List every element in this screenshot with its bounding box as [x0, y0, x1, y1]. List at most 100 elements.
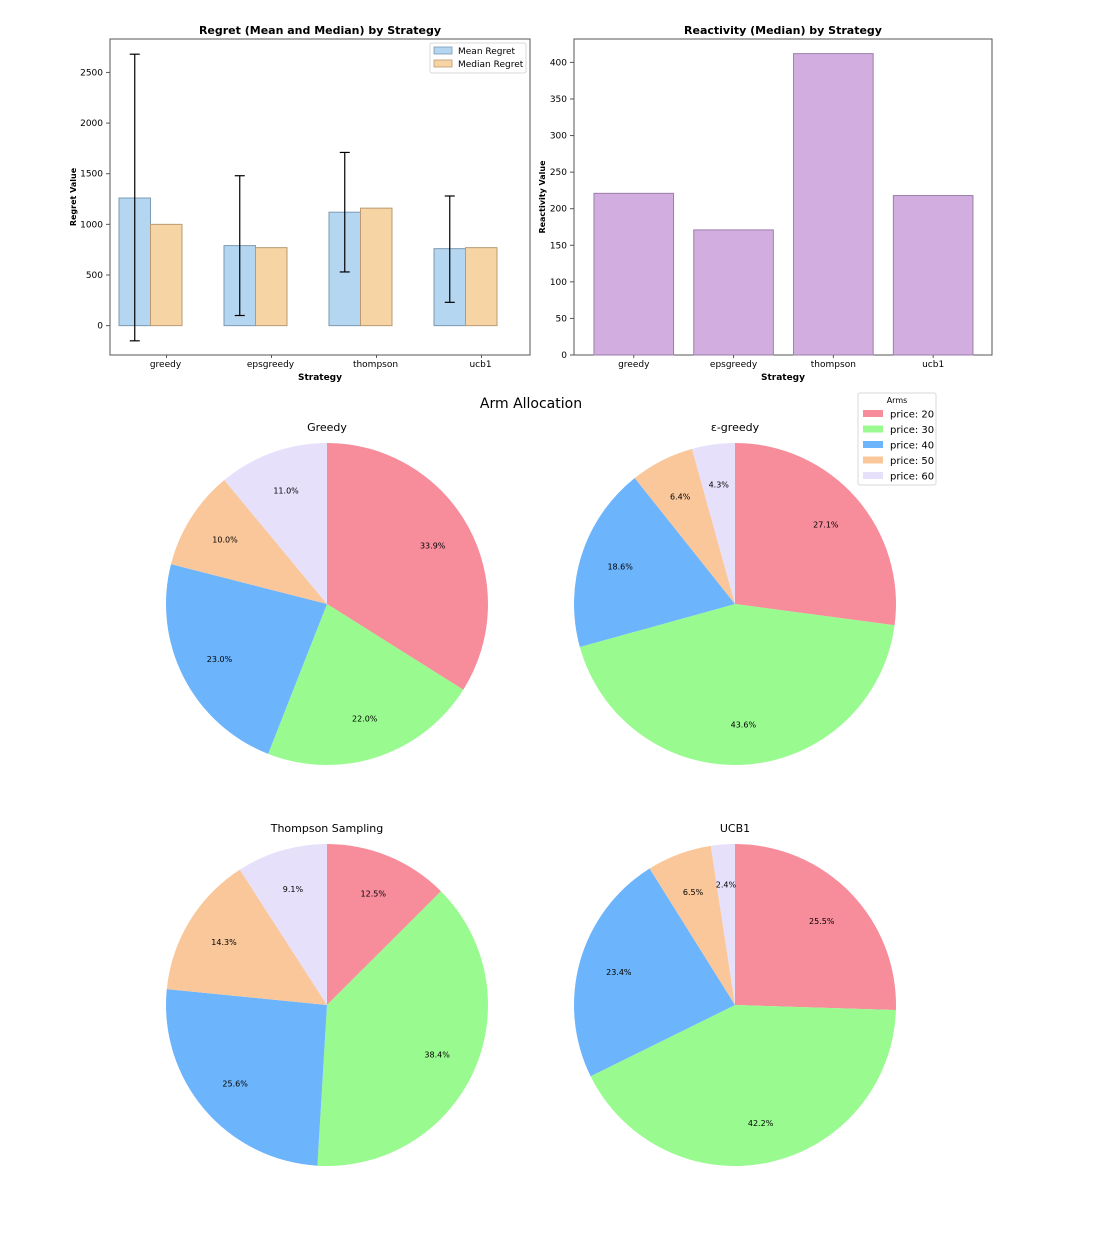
- pie-label-thompson-sampling-price-30: 38.4%: [424, 1051, 450, 1060]
- pie-greedy-title: Greedy: [307, 421, 347, 434]
- regret-chart: Regret (Mean and Median) by Strategy 0 50…: [69, 24, 531, 383]
- bar-reactivity-ucb1: [892, 195, 974, 356]
- pie-slice-thompson-sampling-price-50: [166, 869, 327, 1005]
- regret-legend-box: [429, 42, 527, 74]
- reactivity-chart: Reactivity (Median) by Strategy 0 50 100 15…: [538, 24, 993, 383]
- regret-ytick-label: 500: [86, 271, 103, 281]
- regret-x-axis-label: Strategy: [298, 373, 342, 383]
- arms-legend-label-price-30: price: 30: [890, 425, 934, 436]
- pie-slice-ucb1-price-20: [735, 844, 896, 1011]
- bar-median-regret-thompson: [360, 207, 393, 327]
- reactivity-ytick-label: 250: [550, 168, 567, 178]
- pie-label-greedy-price-40: 18.6%: [607, 563, 633, 572]
- bar-reactivity-thompson: [793, 53, 874, 356]
- reactivity-ytick-label: 300: [550, 132, 567, 142]
- arms-legend-label-price-60: price: 60: [890, 472, 934, 483]
- pie-slice-greedy-price-50: [634, 448, 735, 604]
- pie-slice-thompson-sampling-price-20: [327, 844, 441, 1005]
- reactivity-xtick-label-epsgreedy: epsgreedy: [710, 360, 758, 370]
- regret-ytick-label: 1500: [80, 170, 103, 180]
- pie-label-greedy-price-50: 10.0%: [212, 535, 238, 544]
- arms-legend-title: Arms: [887, 396, 908, 405]
- reactivity-plot-frame: [573, 38, 993, 356]
- regret-y-axis-label: Regret Value: [69, 167, 78, 226]
- reactivity-x-axis-label: Strategy: [761, 373, 805, 383]
- arms-legend-swatch-price-50: [863, 456, 883, 464]
- regret-ytick-label: 2000: [80, 119, 103, 129]
- legend-median-regret-label: Median Regret: [458, 60, 524, 70]
- pie-label-greedy-price-20: 27.1%: [813, 520, 839, 529]
- regret-ytick-label: 1000: [80, 220, 103, 230]
- pie-label-greedy-price-50: 6.4%: [670, 492, 691, 501]
- pie-slice-greedy-price-20: [735, 443, 896, 626]
- legend-mean-regret-swatch: [433, 46, 453, 55]
- regret-xtick-label-epsgreedy: epsgreedy: [247, 360, 295, 370]
- pie-label-thompson-sampling-price-60: 9.1%: [283, 885, 304, 894]
- pie-label-greedy-price-40: 23.0%: [207, 655, 233, 664]
- pie-label-thompson-sampling-price-50: 14.3%: [211, 938, 237, 947]
- arms-legend-swatch-price-60: [863, 472, 883, 479]
- pie-thompson: Thompson Sampling 12.5% 38.4% 25.6% 14.3% 9.…: [166, 822, 488, 1166]
- pie-label-ucb1-price-40: 23.4%: [606, 968, 632, 977]
- reactivity-ytick-label: 0: [561, 351, 567, 361]
- arms-legend-label-price-20: price: 20: [890, 410, 934, 421]
- pie-label-ucb1-price-50: 6.5%: [683, 888, 704, 897]
- pie-label-ucb1-price-60: 2.4%: [716, 881, 737, 890]
- arms-legend-label-price-40: price: 40: [890, 441, 934, 452]
- pie-label-thompson-sampling-price-40: 25.6%: [222, 1079, 248, 1088]
- reactivity-ytick-label: 350: [550, 95, 567, 105]
- reactivity-xtick-label-thompson: thompson: [811, 360, 856, 370]
- pie-slice-thompson-sampling-price-40: [166, 989, 327, 1166]
- pie-label-greedy-price-30: 43.6%: [731, 720, 757, 729]
- pie-slice-greedy-price-40: [574, 478, 735, 647]
- pie-ucb1-title: UCB1: [720, 822, 750, 835]
- pie-slice-greedy-price-30: [579, 604, 895, 766]
- pie-slice-ucb1-price-60: [710, 844, 735, 1005]
- regret-ytick-label: 2500: [80, 68, 103, 78]
- reactivity-ytick-label: 200: [550, 205, 567, 215]
- regret-xtick-label-greedy: greedy: [150, 360, 182, 370]
- reactivity-ytick-label: 50: [556, 314, 568, 324]
- arms-legend-swatch-price-40: [863, 441, 883, 448]
- bar-median-regret-greedy: [150, 223, 183, 327]
- figure-title: Arm Allocation: [480, 396, 582, 412]
- regret-xtick-label-thompson: thompson: [353, 360, 398, 370]
- regret-xtick-label-ucb1: ucb1: [469, 360, 491, 370]
- pie-label-ucb1-price-30: 42.2%: [748, 1119, 774, 1128]
- pie-slice-greedy-price-30: [268, 604, 464, 765]
- bar-median-regret-ucb1: [465, 247, 498, 327]
- pie-label-greedy-price-20: 33.9%: [420, 542, 446, 551]
- pie-slice-thompson-sampling-price-30: [317, 891, 488, 1166]
- pie-label-greedy-price-60: 11.0%: [273, 486, 299, 495]
- pie-slice-ucb1-price-30: [590, 1005, 896, 1166]
- pie-slice-thompson-sampling-price-60: [239, 844, 327, 1005]
- pie-slice-ucb1-price-40: [574, 868, 735, 1077]
- regret-plot-frame: [109, 38, 531, 356]
- pie-slice-greedy-price-40: [166, 564, 327, 754]
- pie-greedy: Greedy 33.9% 22.0% 23.0% 10.0% 11.0%: [166, 421, 489, 765]
- regret-chart-title: Regret (Mean and Median) by Strategy: [199, 24, 441, 37]
- pie-label-greedy-price-30: 22.0%: [352, 715, 378, 724]
- pie-label-greedy-price-60: 4.3%: [709, 480, 730, 489]
- reactivity-xtick-label-greedy: greedy: [618, 360, 650, 370]
- arms-legend-label-price-50: price: 50: [890, 456, 934, 467]
- reactivity-xtick-label-ucb1: ucb1: [922, 360, 944, 370]
- pie-thompson-title: Thompson Sampling: [270, 822, 384, 835]
- arms-legend-swatch-price-20: [863, 410, 883, 417]
- arms-legend: Arms price: 20 price: 30 price: 40 price: 5…: [857, 392, 937, 486]
- reactivity-y-axis-label: Reactivity Value: [538, 160, 547, 234]
- bar-median-regret-epsgreedy: [255, 247, 288, 327]
- regret-ytick-label: 0: [97, 322, 103, 332]
- reactivity-ytick-label: 100: [550, 278, 567, 288]
- pie-slice-greedy-price-60: [224, 443, 327, 604]
- pie-slice-greedy-price-20: [327, 443, 489, 690]
- pie-epsgreedy: ε-greedy 27.1% 43.6% 18.6% 6.4% 4.3%: [574, 421, 896, 766]
- legend-mean-regret-label: Mean Regret: [458, 47, 516, 57]
- pie-slice-ucb1-price-50: [649, 845, 735, 1005]
- pie-ucb1: UCB1 25.5% 42.2% 23.4% 6.5% 2.4%: [574, 822, 896, 1166]
- pie-slice-greedy-price-50: [171, 480, 327, 604]
- bar-reactivity-greedy: [593, 192, 675, 356]
- pie-slice-greedy-price-60: [692, 443, 735, 604]
- pie-label-ucb1-price-20: 25.5%: [809, 917, 835, 926]
